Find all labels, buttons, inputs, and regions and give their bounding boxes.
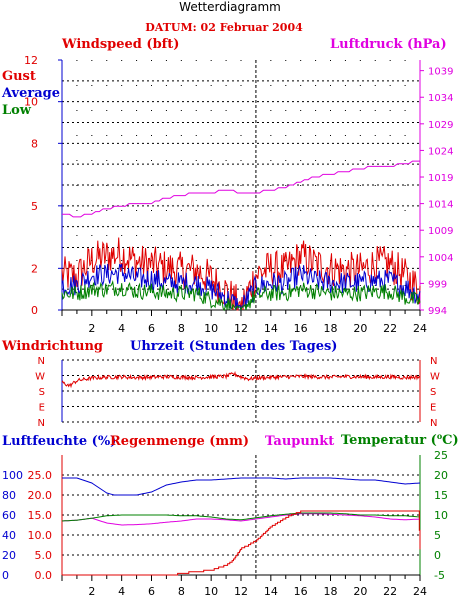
temperatur-title-main: Temperatur ( (341, 433, 437, 448)
legend-average: Average (1, 86, 60, 101)
humidity-tick-label: 100 (2, 469, 23, 482)
wind-x-tick-label: 14 (264, 322, 278, 335)
windspeed-axis-title: Windspeed (bft) (61, 37, 179, 52)
rain-series (62, 510, 421, 576)
pressure-tick-label: 999 (428, 279, 447, 290)
wind-y-tick-label: 8 (31, 137, 38, 150)
direction-tick-right: S (430, 387, 436, 398)
humidity-x-tick-label: 14 (264, 585, 278, 598)
direction-tick-right: N (430, 356, 437, 367)
humidity-x-tick-label: 20 (353, 585, 367, 598)
rain-tick-label: 25.0 (28, 469, 53, 482)
rain-tick-label: 0.0 (35, 569, 53, 582)
direction-tick-right: N (430, 418, 437, 429)
regenmenge-title: Regenmenge (mm) (110, 434, 249, 449)
temp-tick-label: 0 (434, 549, 441, 562)
direction-series (61, 370, 421, 389)
wind-x-tick-label: 4 (118, 322, 125, 335)
wind-series-low (61, 280, 421, 312)
humidity-x-tick-label: 10 (204, 585, 218, 598)
dewpoint-series (61, 513, 421, 526)
temp-tick-label: 20 (434, 469, 448, 482)
humidity-tick-label: 80 (2, 489, 16, 502)
direction-tick-left: N (38, 418, 45, 429)
temp-tick-label: 15 (434, 489, 448, 502)
humidity-x-tick-label: 8 (178, 585, 185, 598)
wind-y-tick-label: 0 (31, 304, 38, 317)
humidity-x-tick-label: 22 (383, 585, 397, 598)
temperatur-title: Temperatur (oC) (341, 431, 459, 448)
humidity-x-tick-label: 12 (234, 585, 248, 598)
wind-y-tick-label: 5 (31, 200, 38, 213)
humidity-x-tick-label: 2 (88, 585, 95, 598)
rain-tick-label: 15.0 (28, 509, 53, 522)
direction-tick-left: N (38, 356, 45, 367)
humidity-x-tick-label: 18 (324, 585, 338, 598)
wind-x-tick-label: 18 (324, 322, 338, 335)
direction-tick-right: E (430, 403, 436, 414)
temp-tick-label: -5 (434, 569, 445, 582)
pressure-series (62, 160, 420, 218)
direction-tick-left: S (39, 387, 45, 398)
page-title: Wetterdiagramm (179, 0, 281, 14)
humidity-tick-label: 0 (2, 569, 9, 582)
pressure-tick-label: 1024 (428, 146, 453, 157)
direction-tick-right: W (430, 372, 440, 383)
humidity-tick-label: 60 (2, 509, 16, 522)
rain-tick-label: 10.0 (28, 529, 53, 542)
humidity-x-tick-label: 6 (148, 585, 155, 598)
wind-x-tick-label: 22 (383, 322, 397, 335)
pressure-tick-label: 1029 (428, 120, 453, 131)
wind-y-tick-label: 10 (24, 96, 38, 109)
wind-x-tick-label: 12 (234, 322, 248, 335)
direction-tick-left: E (39, 403, 45, 414)
wind-x-tick-label: 24 (413, 322, 427, 335)
wind-x-tick-label: 10 (204, 322, 218, 335)
wind-y-tick-label: 2 (31, 262, 38, 275)
taupunkt-title: Taupunkt (265, 434, 334, 449)
legend-gust: Gust (2, 69, 36, 84)
humidity-tick-label: 20 (2, 549, 16, 562)
pressure-tick-label: 1004 (428, 253, 453, 264)
temp-tick-label: 5 (434, 529, 441, 542)
temperatur-degree: o (437, 431, 443, 441)
pressure-tick-label: 1009 (428, 226, 453, 237)
humidity-x-tick-label: 4 (118, 585, 125, 598)
temp-tick-label: 10 (434, 509, 448, 522)
pressure-tick-label: 1034 (428, 93, 453, 104)
wind-x-tick-label: 16 (294, 322, 308, 335)
wind-x-tick-label: 20 (353, 322, 367, 335)
wind-x-tick-label: 8 (178, 322, 185, 335)
temp-tick-label: 25 (434, 449, 448, 462)
plot-area: 0258101299499910041009101410191024102910… (2, 54, 453, 598)
humidity-x-tick-label: 16 (294, 585, 308, 598)
pressure-tick-label: 1039 (428, 67, 453, 78)
pressure-tick-label: 994 (428, 306, 447, 317)
rain-tick-label: 20.0 (28, 489, 53, 502)
wind-x-tick-label: 6 (148, 322, 155, 335)
temperatur-title-end: C) (442, 433, 459, 448)
wind-series-average (61, 263, 421, 311)
windrichtung-title: Windrichtung (1, 339, 103, 354)
rain-tick-label: 5.0 (35, 549, 53, 562)
date-label: DATUM: 02 Februar 2004 (145, 21, 303, 34)
wind-y-tick-label: 12 (24, 54, 38, 67)
luftdruck-axis-title: Luftdruck (hPa) (330, 37, 447, 52)
pressure-tick-label: 1014 (428, 200, 453, 211)
luftfeuchte-title: Luftfeuchte (%) (2, 434, 116, 449)
humidity-x-tick-label: 24 (413, 585, 427, 598)
humidity-tick-label: 40 (2, 529, 16, 542)
wind-x-tick-label: 2 (88, 322, 95, 335)
direction-tick-left: W (35, 372, 45, 383)
wind-series-gust (61, 237, 421, 311)
humidity-series (62, 477, 421, 496)
uhrzeit-title: Uhrzeit (Stunden des Tages) (130, 339, 337, 354)
legend-low: Low (2, 103, 32, 118)
pressure-tick-label: 1019 (428, 173, 453, 184)
temperature-series (61, 512, 421, 522)
